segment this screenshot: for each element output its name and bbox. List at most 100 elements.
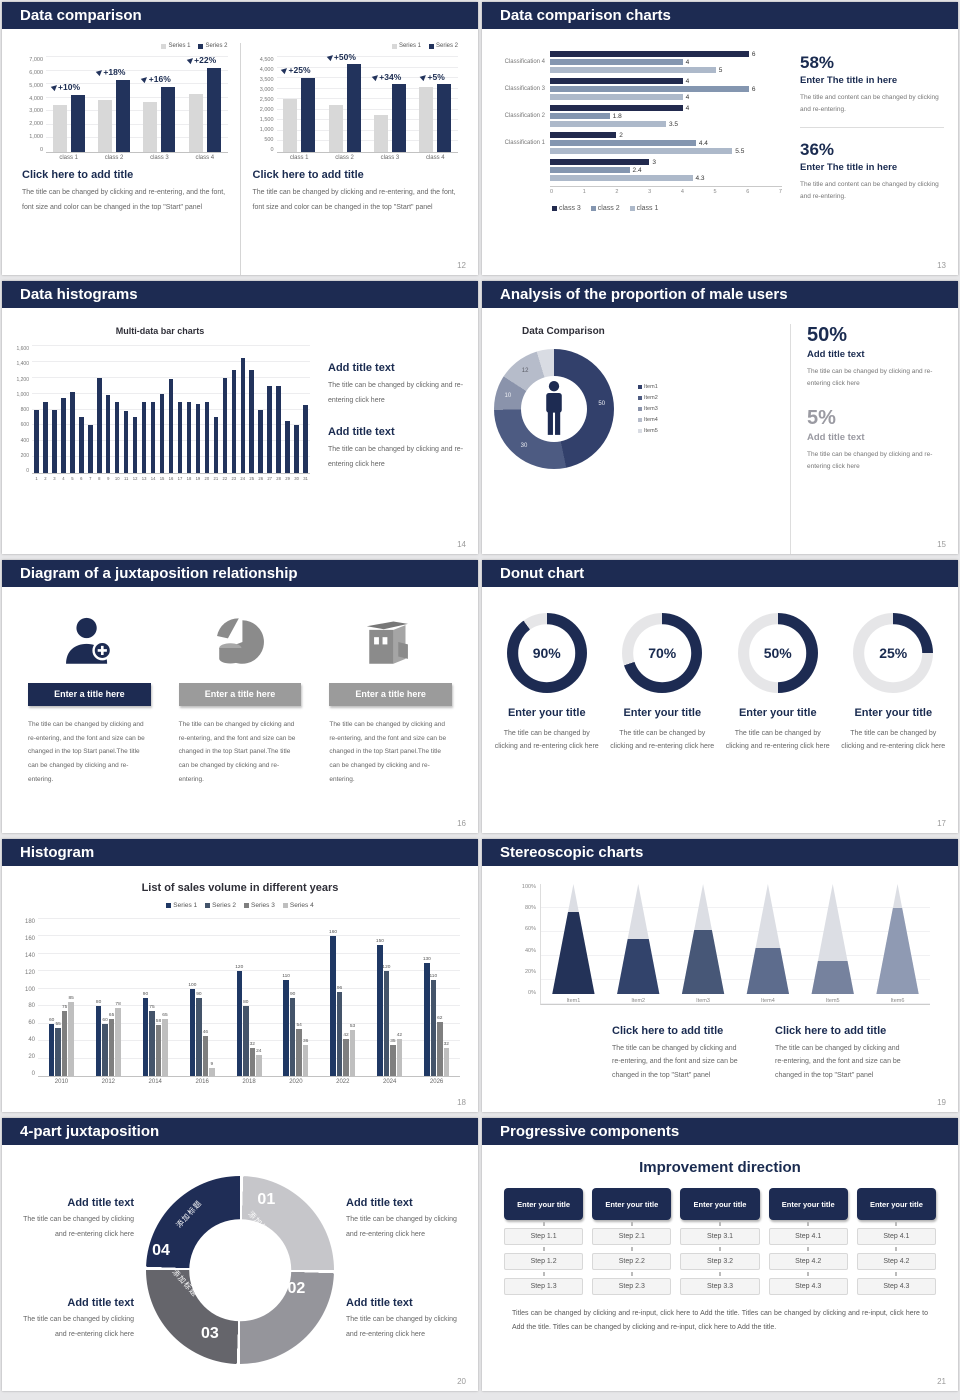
step-box: Step 4.2 (768, 1253, 848, 1270)
gridline (276, 77, 458, 79)
progress-ring: 50% (737, 613, 818, 693)
slide-thumbnail-donut-chart[interactable]: Donut chart 90% Enter your title The title… (482, 560, 958, 833)
slide-thumbnail-data-comparison-charts[interactable]: Data comparison charts Classification 4 6… (482, 2, 958, 275)
segment-number: 01 (257, 1191, 276, 1209)
bar (195, 403, 201, 473)
bar (550, 167, 630, 173)
legend-label: Item1 (644, 384, 658, 390)
legend-marker (638, 396, 642, 400)
bar-cell (105, 346, 112, 473)
slide-thumbnail-male-users-proportion[interactable]: Analysis of the proportion of male users… (482, 281, 958, 554)
legend-item: class 3 (552, 205, 581, 212)
stat-heading: Add title text (807, 431, 865, 443)
bar-cell: 75 (149, 919, 155, 1076)
stat-body: The title can be changed by clicking and… (807, 450, 933, 471)
gridline (38, 1022, 460, 1024)
stat-block: 36% Enter The title in here The title an… (800, 140, 944, 204)
category-label: Classification 4 (504, 59, 545, 65)
hbar-group: Classification 4 6 4 5 (490, 51, 782, 74)
bars (373, 57, 406, 152)
footer-text: Titles can be changed by clicking and re… (512, 1310, 928, 1331)
page-number: 13 (937, 261, 946, 270)
bar (249, 369, 254, 473)
bar-cell (301, 57, 316, 152)
legend-marker (161, 43, 167, 49)
bar (52, 104, 67, 152)
gridline (38, 1057, 460, 1059)
slide-thumbnail-4-part-juxtaposition[interactable]: 4-part juxtaposition Add title text The … (2, 1118, 478, 1391)
bars (33, 346, 40, 473)
value-label: 5 (718, 66, 723, 74)
slide-thumbnail-juxtaposition-relationship[interactable]: Diagram of a juxtaposition relationship … (2, 560, 478, 833)
cone-fill (811, 961, 854, 994)
bar-group: 130 110 62 32 2026 (413, 919, 460, 1085)
bar (52, 409, 57, 473)
cone-fill (617, 939, 660, 994)
slide-thumbnail-data-histograms[interactable]: Data histograms Multi-data bar charts 1,6… (2, 281, 478, 554)
bar (70, 95, 85, 152)
bar-group: 160 96 42 53 2022 (319, 919, 366, 1085)
slide-thumbnail-progressive-components[interactable]: Progressive components Improvement direc… (482, 1118, 958, 1391)
bar-group: 110 90 54 36 2020 (272, 919, 319, 1085)
bar (155, 1025, 162, 1076)
step-box: Step 1.2 (504, 1253, 584, 1270)
bar (105, 395, 111, 473)
bar-cell (213, 346, 220, 473)
percent-text: +5% (427, 71, 445, 82)
x-tick-label: 1 (582, 189, 586, 195)
bar-group: 20 (202, 346, 211, 481)
bar-group: 24 (238, 346, 247, 481)
x-tick-label: 2022 (336, 1079, 350, 1085)
gridline (46, 137, 228, 139)
segment-label: 50 (598, 401, 606, 408)
x-axis: 0 1 2 3 4 5 6 7 (550, 186, 782, 195)
connector-dot (719, 1272, 721, 1276)
x-tick-label: 10 (114, 476, 120, 481)
bars (204, 346, 211, 473)
block-body: The title can be changed by clicking and… (22, 189, 226, 211)
bar (373, 115, 388, 152)
stats-panel: 58% Enter The title in here The title an… (782, 53, 944, 275)
category-label: Classification 3 (504, 86, 545, 92)
bar-cell: 100 (188, 919, 196, 1076)
gridline (38, 1005, 460, 1007)
connector-dot (542, 1272, 545, 1276)
bar (550, 113, 610, 119)
bar-cell (240, 346, 247, 473)
value-label: 150 (375, 939, 384, 945)
slide-thumbnail-histogram[interactable]: Histogram List of sales volume in differ… (2, 839, 478, 1112)
ring-hole: 70% (633, 624, 692, 682)
bar (283, 99, 298, 152)
slide-thumbnail-stereoscopic-charts[interactable]: Stereoscopic charts 100% 80% 60% 40% 20% 0% It… (482, 839, 958, 1112)
value-label: 110 (282, 974, 290, 980)
bar (377, 945, 383, 1076)
y-tick-label: 0 (31, 1070, 35, 1077)
bar-group: 15 (158, 346, 167, 481)
y-axis: 180 160 140 120 100 80 60 40 20 0 (16, 919, 38, 1077)
bar (330, 936, 336, 1076)
legend-marker (638, 429, 642, 433)
connector-dot (542, 1222, 545, 1226)
value-label: 55 (55, 1022, 61, 1028)
legend-label: Series 4 (289, 902, 314, 909)
gridline (276, 108, 458, 110)
block-heading: Add title text (67, 1297, 134, 1310)
legend-label: Series 1 (398, 43, 421, 49)
slide-title: Data comparison charts (500, 7, 671, 24)
bar-group: 25 (247, 346, 256, 481)
percent-label: ▶ +16% (141, 74, 171, 84)
card-body: The title can be changed by clicking and… (610, 730, 715, 751)
bar-group: 6 (77, 346, 86, 481)
value-label: 54 (296, 1022, 302, 1028)
bar (276, 385, 281, 473)
slide-thumbnail-data-comparison[interactable]: Data comparison Series 1 Series 2 7,000 6,0… (2, 2, 478, 275)
value-label: 90 (289, 991, 296, 997)
donut-hole (521, 376, 587, 442)
y-tick-label: 6,000 (29, 69, 43, 76)
slide-body: Data Comparison 50 30 10 12 Item1 Item2 Item3 I… (482, 308, 958, 554)
x-tick-label: 5 (713, 189, 717, 195)
bars: 4 1.8 3.5 (550, 105, 782, 128)
bar (108, 1019, 115, 1076)
legend-label: Item4 (644, 417, 658, 423)
value-label: 53 (349, 1023, 356, 1029)
